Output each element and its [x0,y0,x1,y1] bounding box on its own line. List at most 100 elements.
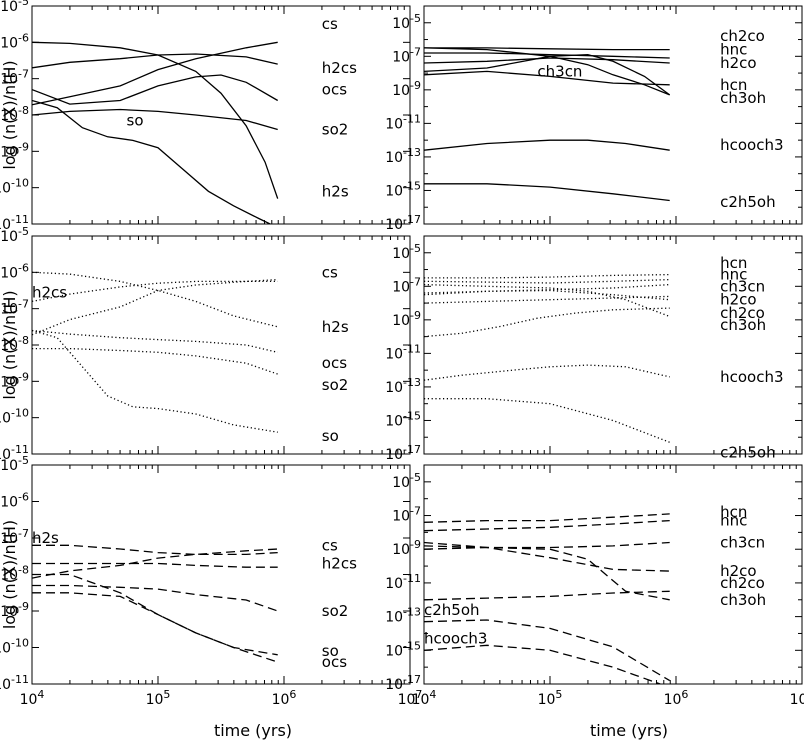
y-tick-label: 10-9 [0,370,29,390]
series-line-ch3oh [424,47,670,96]
series-label-hnc: hnc [720,512,747,530]
series-line-hcooch3 [424,364,670,381]
series-line-h2cs [32,562,278,568]
panel-frame [31,235,411,455]
series-line-ch3cn [424,70,670,86]
series-line-hcn [424,273,670,279]
series-line-hcn [424,513,670,523]
series-line-h2s [32,544,278,556]
series-label-hcooch3: hcooch3 [424,630,487,648]
series-label-ch3oh: ch3oh [720,89,766,107]
series-label-h2co: h2co [720,562,756,580]
series-line-ch3oh [424,545,670,601]
series-line-ch2co [424,295,670,304]
y-tick-label: 10-11 [385,342,421,362]
series-line-hnc [424,52,670,59]
series-label-so: so [322,642,339,660]
y-axis-title: log (n(X)/n(H) [0,520,19,629]
series-line-ch3cn [424,541,670,550]
y-tick-label: 10-15 [385,639,421,659]
series-label-h2cs: h2cs [32,283,67,301]
series-line-ocs [32,74,279,105]
y-tick-label: 10-8 [0,104,29,124]
y-tick-label: 10-13 [385,606,421,626]
y-tick-label: 10-5 [0,454,29,474]
series-line-ch2co [424,47,670,51]
x-tick-label: 106 [664,688,689,708]
series-line-cs [32,41,278,106]
series-label-hnc: hnc [720,41,747,59]
y-tick-label: 10-5 [0,225,29,245]
series-line-h2s [32,41,279,199]
series-label-ch3oh: ch3oh [720,316,766,334]
series-label-c2h5oh: c2h5oh [720,193,776,211]
x-tick-label: 106 [272,688,297,708]
y-tick-label: 10-11 [385,572,421,592]
x-axis-title-left: time (yrs) [214,721,292,740]
y-tick-label: 10-11 [385,112,421,132]
series-label-cs: cs [322,536,338,554]
panel-frame [31,5,411,225]
y-tick-label: 10-17 [385,673,421,693]
panel-frame [423,5,803,225]
series-line-so [32,592,278,656]
series-label-ocs: ocs [322,653,347,671]
y-tick-label: 10-6 [0,31,29,51]
x-tick-label: 105 [146,688,171,708]
series-line-c2h5oh [424,619,671,682]
series-label-so2: so2 [322,121,349,139]
series-label-so2: so2 [322,602,349,620]
series-label-h2s: h2s [322,318,349,336]
panels-layer: 10-11 10-10 10-9 10-8 10-7 10-6 10-5 log (n(X)/… [0,0,804,708]
x-tick-label: 104 [412,688,437,708]
panel-p21: 10-17 10-15 10-13 10-11 10-9 10-7 10-5 104 105 10… [385,464,804,708]
x-tick-label: 104 [20,688,45,708]
series-label-hcooch3: hcooch3 [720,368,783,386]
y-tick-label: 10-7 [392,275,421,295]
series-line-hcooch3 [424,139,670,151]
panel-p00: 10-11 10-10 10-9 10-8 10-7 10-6 10-5 log (n(X)/… [0,0,411,233]
y-tick-label: 10-5 [392,471,421,491]
series-line-so [32,99,272,224]
series-line-ocs [32,573,278,663]
series-line-c2h5oh [424,398,670,443]
x-axis-title-right: time (yrs) [590,721,668,740]
panel-frame [423,464,803,685]
series-line-h2co [424,541,670,572]
panel-p10: 10-11 10-10 10-9 10-8 10-7 10-6 10-5 log (n(X)/… [0,225,411,463]
series-line-so [32,329,278,433]
series-label-hcn: hcn [720,503,747,521]
series-label-c2h5oh: c2h5oh [720,443,776,461]
y-tick-label: 10-15 [385,409,421,429]
y-tick-label: 10-7 [0,527,29,547]
series-label-ch2co: ch2co [720,304,765,322]
y-tick-label: 10-9 [0,600,29,620]
series-label-hcn: hcn [720,254,747,272]
series-line-ch3cn [424,283,670,294]
y-tick-label: 10-6 [0,261,29,281]
series-line-cs [32,278,278,336]
y-tick-label: 10-6 [0,491,29,511]
x-tick-label: 107 [398,688,423,708]
series-label-h2co: h2co [720,291,756,309]
series-label-ch2co: ch2co [720,574,765,592]
series-line-so2 [32,108,278,131]
y-tick-label: 10-9 [392,79,421,99]
y-tick-label: 10-8 [0,334,29,354]
series-label-h2s: h2s [322,182,349,200]
y-tick-label: 10-8 [0,564,29,584]
series-line-ocs [32,329,278,353]
y-tick-label: 10-17 [385,443,421,463]
series-line-so2 [32,347,278,375]
series-line-hcooch3 [424,644,663,684]
series-line-hnc [424,519,670,532]
series-label-ocs: ocs [322,81,347,99]
series-label-cs: cs [322,263,338,281]
y-tick-label: 10-9 [392,538,421,558]
series-line-cs [32,548,278,579]
series-label-h2cs: h2cs [322,59,357,77]
panel-p11: 10-1710-1510-1310-1110-910-710-5hcnhncch… [385,235,803,463]
y-tick-label: 10-13 [385,146,421,166]
series-label-h2cs: h2cs [322,555,357,573]
